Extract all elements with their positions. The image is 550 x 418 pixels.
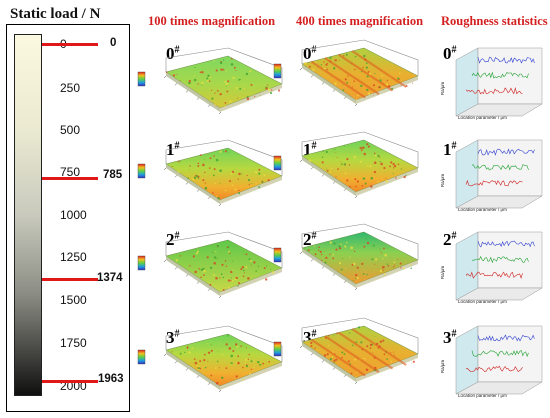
load-colorbar [14, 34, 42, 396]
row-label-roughness: 1# [443, 140, 457, 159]
scale-tick: 250 [60, 81, 81, 95]
scale-tick: 750 [60, 165, 81, 179]
surface-map-100x-2 [137, 231, 283, 299]
row-label-roughness: 3# [443, 328, 457, 347]
roughness-plot-1 [455, 139, 543, 209]
row-label-400x: 0# [303, 44, 317, 63]
load-scale-frame [6, 24, 130, 412]
load-marker-line-1374 [42, 278, 98, 281]
row-label-100x: 3# [166, 328, 180, 347]
load-marker-value: 785 [103, 169, 123, 181]
row-label-100x: 0# [166, 44, 180, 63]
roughness-ylabel: Ra/μm [440, 359, 446, 374]
row-label-100x: 2# [166, 230, 180, 249]
row-label-400x: 3# [303, 328, 317, 347]
scale-tick: 1500 [60, 293, 87, 307]
column-header-400x: 400 times magnification [296, 14, 424, 28]
roughness-xlabel: Location parameter / μm [458, 115, 507, 120]
roughness-plot-2 [455, 231, 543, 301]
roughness-xlabel: Location parameter / μm [458, 299, 507, 304]
roughness-xlabel: Location parameter / μm [458, 393, 507, 398]
surface-map-400x-0 [273, 39, 419, 107]
surface-map-400x-1 [273, 131, 419, 199]
surface-map-100x-0 [137, 47, 283, 115]
scale-tick: 500 [60, 123, 81, 137]
load-marker-line-785 [42, 177, 98, 180]
roughness-plot-0 [455, 47, 543, 117]
roughness-ylabel: Ra/μm [440, 265, 446, 280]
load-marker-value: 1963 [98, 373, 124, 385]
scale-tick: 1000 [60, 208, 87, 222]
row-label-400x: 2# [303, 230, 317, 249]
surface-map-100x-1 [137, 139, 283, 207]
surface-map-400x-3 [273, 317, 419, 385]
load-marker-line-1963 [42, 380, 98, 383]
row-label-roughness: 0# [443, 44, 457, 63]
roughness-ylabel: Ra/μm [440, 173, 446, 188]
load-title: Static load / N [10, 6, 101, 22]
row-label-roughness: 2# [443, 230, 457, 249]
load-marker-value: 1374 [97, 272, 123, 284]
scale-tick: 1250 [60, 250, 87, 264]
load-marker-value: 0 [110, 37, 117, 49]
roughness-xlabel: Location parameter / μm [458, 207, 507, 212]
load-marker-line-0 [42, 43, 98, 46]
surface-map-400x-2 [273, 223, 419, 291]
row-label-400x: 1# [303, 140, 317, 159]
roughness-ylabel: Ra/μm [440, 81, 446, 96]
column-header-100x: 100 times magnification [148, 14, 276, 28]
scale-tick: 1750 [60, 336, 87, 350]
surface-map-100x-3 [137, 325, 283, 393]
column-header-roughness: Roughness statistics [441, 14, 548, 28]
roughness-plot-3 [455, 325, 543, 395]
